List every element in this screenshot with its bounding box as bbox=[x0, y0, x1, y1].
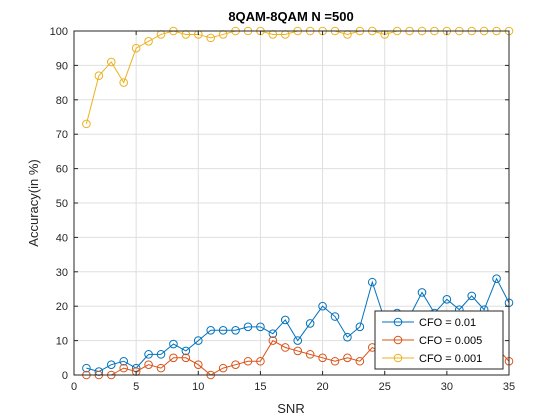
data-point bbox=[218, 325, 228, 335]
y-tick-label: 0 bbox=[62, 370, 68, 382]
data-point bbox=[417, 288, 427, 297]
data-point bbox=[156, 350, 166, 359]
data-point bbox=[144, 350, 153, 359]
data-point bbox=[82, 363, 91, 373]
data-point bbox=[82, 119, 91, 129]
data-point bbox=[256, 356, 265, 366]
data-point bbox=[131, 43, 141, 53]
data-point bbox=[305, 350, 315, 359]
data-point bbox=[343, 332, 352, 342]
data-point bbox=[280, 343, 290, 352]
y-tick-label: 100 bbox=[50, 26, 68, 38]
data-point bbox=[280, 315, 290, 325]
x-tick-label: 25 bbox=[379, 381, 391, 393]
legend-label: CFO = 0.01 bbox=[419, 317, 476, 329]
data-point bbox=[144, 37, 153, 46]
legend-marker bbox=[393, 317, 403, 327]
data-point bbox=[268, 329, 278, 339]
data-point bbox=[293, 346, 303, 356]
data-point bbox=[144, 360, 153, 369]
x-tick-label: 0 bbox=[71, 381, 77, 393]
legend-item: CFO = 0.005 bbox=[382, 335, 482, 347]
data-point bbox=[293, 336, 303, 345]
series-layer bbox=[82, 26, 514, 380]
x-axis-label: SNR bbox=[277, 401, 304, 416]
data-point bbox=[181, 353, 191, 363]
legend-label: CFO = 0.001 bbox=[419, 353, 482, 365]
y-tick-label: 60 bbox=[56, 164, 68, 176]
y-tick-label: 80 bbox=[56, 95, 68, 107]
legend-marker bbox=[393, 335, 403, 345]
data-point bbox=[156, 363, 166, 373]
data-point bbox=[119, 356, 129, 366]
legend-item: CFO = 0.01 bbox=[382, 317, 476, 329]
y-tick-label: 20 bbox=[56, 301, 68, 313]
axes: 0 5 10 15 20 25 30 35 0 10 20 30 40 50 60 70 80 90 100 bbox=[50, 26, 515, 393]
x-tick-label: 10 bbox=[192, 381, 204, 393]
y-tick-label: 30 bbox=[56, 267, 68, 279]
legend-marker bbox=[393, 353, 403, 363]
data-point bbox=[305, 319, 315, 328]
y-tick-label: 10 bbox=[56, 336, 68, 348]
data-point bbox=[243, 356, 253, 366]
data-point bbox=[268, 336, 278, 345]
x-tick-label: 15 bbox=[254, 381, 266, 393]
data-point bbox=[243, 322, 253, 332]
x-tick-label: 20 bbox=[316, 381, 328, 393]
data-point bbox=[231, 325, 240, 335]
chart-title: 8QAM-8QAM N =500 bbox=[228, 9, 353, 24]
data-point bbox=[231, 360, 240, 369]
data-point bbox=[119, 363, 129, 373]
data-point bbox=[343, 353, 352, 363]
series-1 bbox=[82, 274, 514, 376]
data-point bbox=[330, 356, 340, 366]
data-point bbox=[193, 360, 203, 369]
data-point bbox=[318, 301, 327, 311]
data-point bbox=[206, 33, 216, 43]
data-point bbox=[94, 71, 104, 81]
data-point bbox=[318, 353, 327, 363]
y-axis-label: Accuracy(in %) bbox=[26, 159, 41, 246]
data-point bbox=[193, 336, 203, 345]
x-tick-label: 30 bbox=[441, 381, 453, 393]
data-point bbox=[106, 57, 116, 67]
data-point bbox=[106, 360, 116, 369]
data-point bbox=[442, 295, 452, 304]
x-tick-label: 5 bbox=[133, 381, 139, 393]
data-point bbox=[330, 312, 340, 321]
data-point bbox=[218, 363, 228, 373]
data-point bbox=[181, 346, 191, 356]
y-tick-label: 70 bbox=[56, 129, 68, 141]
data-point bbox=[492, 274, 501, 283]
data-point bbox=[169, 339, 178, 349]
series-3 bbox=[82, 26, 514, 129]
data-point bbox=[206, 325, 216, 335]
y-tick-label: 40 bbox=[56, 232, 68, 244]
x-tick-label: 35 bbox=[503, 381, 515, 393]
legend-label: CFO = 0.005 bbox=[419, 335, 482, 347]
data-point bbox=[169, 353, 178, 363]
data-point bbox=[367, 277, 377, 287]
y-tick-label: 50 bbox=[56, 198, 68, 210]
legend-item: CFO = 0.001 bbox=[382, 353, 482, 365]
data-point bbox=[355, 356, 365, 366]
data-point bbox=[355, 322, 365, 332]
data-point bbox=[256, 322, 265, 332]
data-point bbox=[119, 78, 129, 87]
data-point bbox=[467, 291, 477, 301]
y-tick-label: 90 bbox=[56, 60, 68, 72]
legend: CFO = 0.01 CFO = 0.005 CFO = 0.001 bbox=[374, 310, 504, 370]
